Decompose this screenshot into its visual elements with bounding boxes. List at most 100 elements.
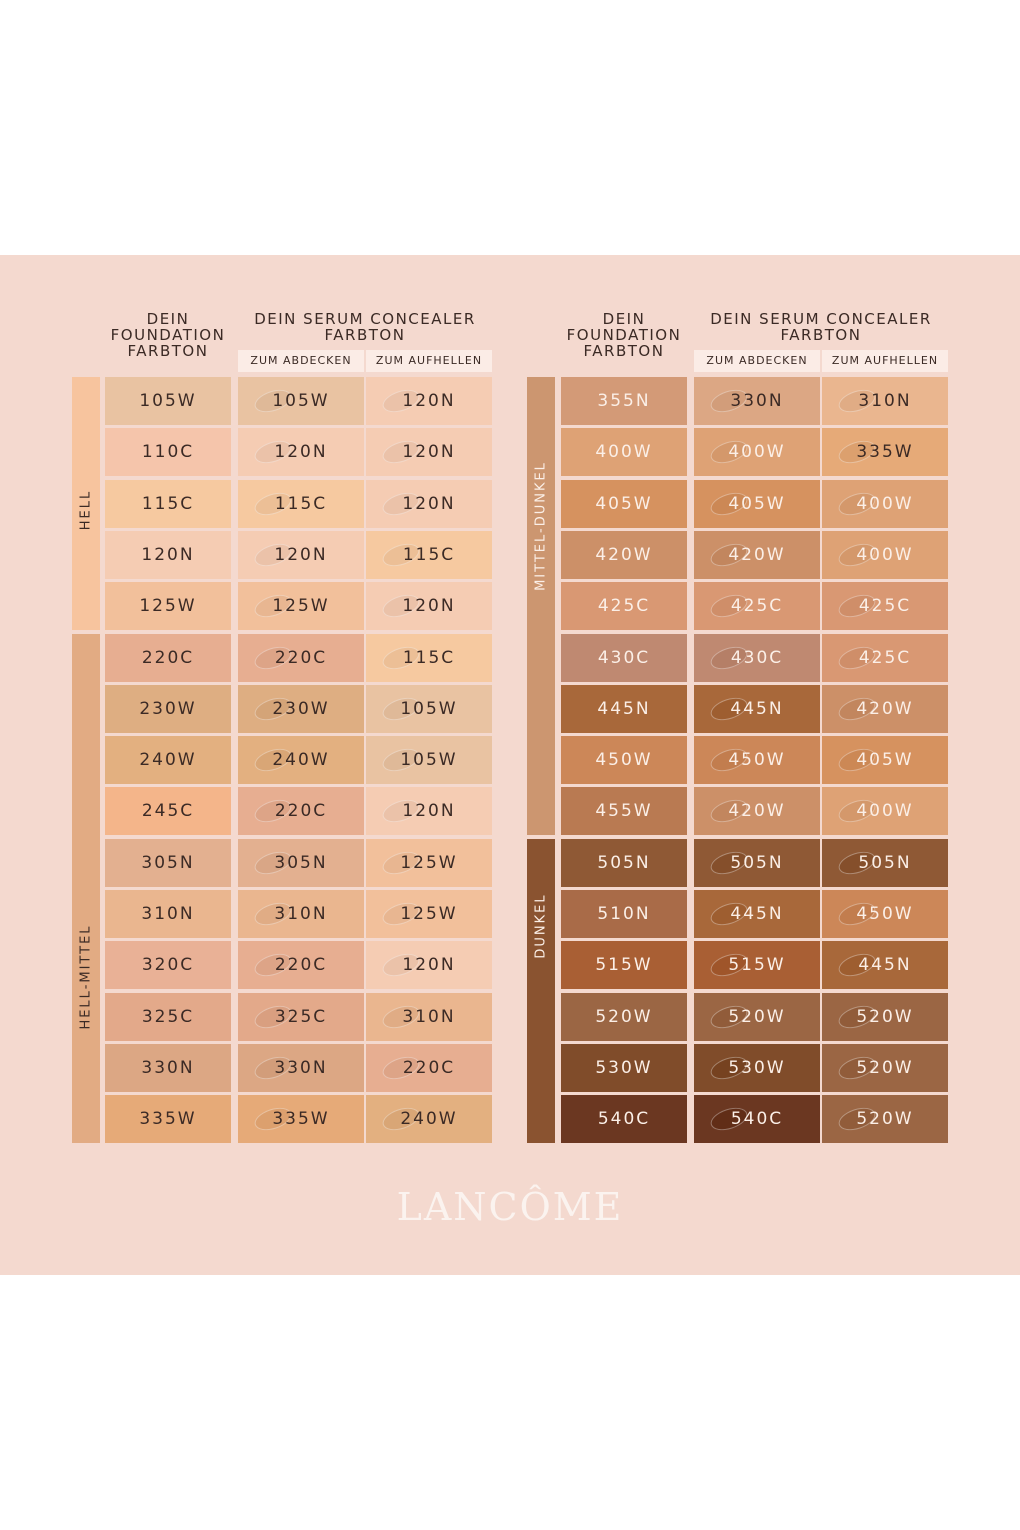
shade-code: 115C: [141, 493, 195, 514]
shade-code: 115C: [274, 493, 328, 514]
cover-shade-cell: 420W: [694, 787, 820, 836]
shade-code: 520W: [595, 1006, 653, 1027]
brighten-shade-cell: 240W: [366, 1095, 492, 1144]
brighten-shade-cell: 310N: [366, 992, 492, 1041]
shade-code: 120N: [402, 442, 456, 463]
shade-code: 125W: [400, 852, 458, 873]
shade-code: 540C: [730, 1109, 784, 1130]
brighten-shade-cell: 520W: [822, 992, 948, 1041]
cover-shade-cell: 335W: [238, 1095, 364, 1144]
cover-shade-cell: 400W: [694, 428, 820, 477]
cover-shade-cell: 220C: [238, 633, 364, 682]
shade-code: 325C: [141, 1006, 195, 1027]
band-label: MITTEL-DUNKEL: [533, 460, 549, 591]
cover-shade-cell: 515W: [694, 941, 820, 990]
shade-code: 450W: [856, 904, 914, 924]
left-brighten-subheader: ZUM AUFHELLEN: [366, 350, 492, 372]
foundation-shade-cell: 120N: [105, 530, 231, 579]
shade-code: 505N: [730, 852, 784, 873]
shade-code: 310N: [274, 904, 328, 924]
brighten-shade-cell: 115C: [366, 633, 492, 682]
right-concealer-header: DEIN SERUM CONCEALER FARBTON: [710, 310, 932, 344]
brighten-shade-cell: 105W: [366, 736, 492, 785]
brighten-shade-cell: 120N: [366, 428, 492, 477]
cover-shade-cell: 330N: [238, 1043, 364, 1092]
brighten-shade-cell: 400W: [822, 530, 948, 579]
foundation-shade-cell: 445N: [561, 684, 687, 733]
lancome-logo: LANCÔME: [396, 1185, 624, 1229]
shade-code: 450W: [595, 750, 653, 771]
shade-code: 405W: [856, 750, 914, 771]
cover-shade-cell: 425C: [694, 582, 820, 631]
foundation-shade-cell: 510N: [561, 890, 687, 938]
shade-code: 425C: [730, 596, 784, 617]
shade-code: 125W: [272, 596, 330, 617]
shade-code: 105W: [400, 698, 458, 719]
shade-code: 540C: [597, 1109, 651, 1130]
cover-shade-cell: 125W: [238, 582, 364, 631]
foundation-shade-cell: 230W: [105, 684, 231, 733]
foundation-shade-cell: 520W: [561, 992, 687, 1041]
foundation-shade-cell: 450W: [561, 736, 687, 785]
brighten-shade-cell: 125W: [366, 890, 492, 938]
cover-shade-cell: 445N: [694, 890, 820, 938]
cover-shade-cell: 445N: [694, 684, 820, 733]
shade-code: 120N: [402, 955, 456, 976]
shade-code: 240W: [400, 1109, 458, 1130]
band-label: HELL: [78, 490, 94, 531]
band-mittel-dunkel: [527, 377, 555, 836]
shade-code: 220C: [402, 1057, 456, 1078]
shade-code: 335W: [139, 1109, 197, 1130]
cover-shade-cell: 405W: [694, 479, 820, 528]
shade-code: 330N: [274, 1057, 328, 1078]
cover-shade-cell: 530W: [694, 1043, 820, 1092]
shade-code: 245C: [141, 801, 195, 822]
shade-code: 120N: [141, 544, 195, 565]
shade-code: 420W: [728, 801, 786, 822]
cover-shade-cell: 505N: [694, 838, 820, 887]
foundation-shade-cell: 220C: [105, 633, 231, 682]
brighten-shade-cell: 115C: [366, 530, 492, 579]
foundation-shade-cell: 530W: [561, 1043, 687, 1092]
shade-code: 330N: [730, 391, 784, 411]
brighten-shade-cell: 520W: [822, 1043, 948, 1092]
shade-code: 220C: [274, 955, 328, 976]
shade-code: 445N: [730, 904, 784, 924]
brighten-shade-cell: 105W: [366, 684, 492, 733]
shade-code: 505N: [858, 852, 912, 873]
foundation-shade-cell: 305N: [105, 838, 231, 887]
cover-shade-cell: 105W: [238, 377, 364, 425]
shade-code: 420W: [728, 544, 786, 565]
foundation-shade-cell: 125W: [105, 582, 231, 631]
band-label: HELL-MITTEL: [78, 924, 94, 1030]
shade-code: 420W: [856, 698, 914, 719]
shade-code: 310N: [858, 391, 912, 411]
shade-code: 510N: [597, 904, 651, 924]
cover-shade-cell: 325C: [238, 992, 364, 1041]
shade-code: 515W: [728, 955, 786, 976]
cover-shade-cell: 220C: [238, 941, 364, 990]
brighten-shade-cell: 310N: [822, 377, 948, 425]
brighten-shade-cell: 335W: [822, 428, 948, 477]
band-label: DUNKEL: [533, 893, 549, 959]
foundation-shade-cell: 330N: [105, 1043, 231, 1092]
cover-shade-cell: 220C: [238, 787, 364, 836]
brighten-shade-cell: 505N: [822, 838, 948, 887]
shade-code: 405W: [595, 493, 653, 514]
left-concealer-header: DEIN SERUM CONCEALER FARBTON: [254, 310, 476, 344]
right-brighten-subheader: ZUM AUFHELLEN: [822, 350, 948, 372]
cover-shade-cell: 305N: [238, 838, 364, 887]
brighten-shade-cell: 425C: [822, 633, 948, 682]
foundation-shade-cell: 320C: [105, 941, 231, 990]
shade-code: 220C: [141, 647, 195, 668]
shade-code: 430C: [730, 647, 784, 668]
foundation-shade-cell: 105W: [105, 377, 231, 425]
cover-shade-cell: 310N: [238, 890, 364, 938]
brighten-shade-cell: 450W: [822, 890, 948, 938]
shade-code: 400W: [856, 493, 914, 514]
shade-code: 515W: [595, 955, 653, 976]
band-dunkel: [527, 838, 555, 1144]
cover-shade-cell: 430C: [694, 633, 820, 682]
shade-code: 425C: [858, 596, 912, 617]
shade-code: 120N: [402, 801, 456, 822]
